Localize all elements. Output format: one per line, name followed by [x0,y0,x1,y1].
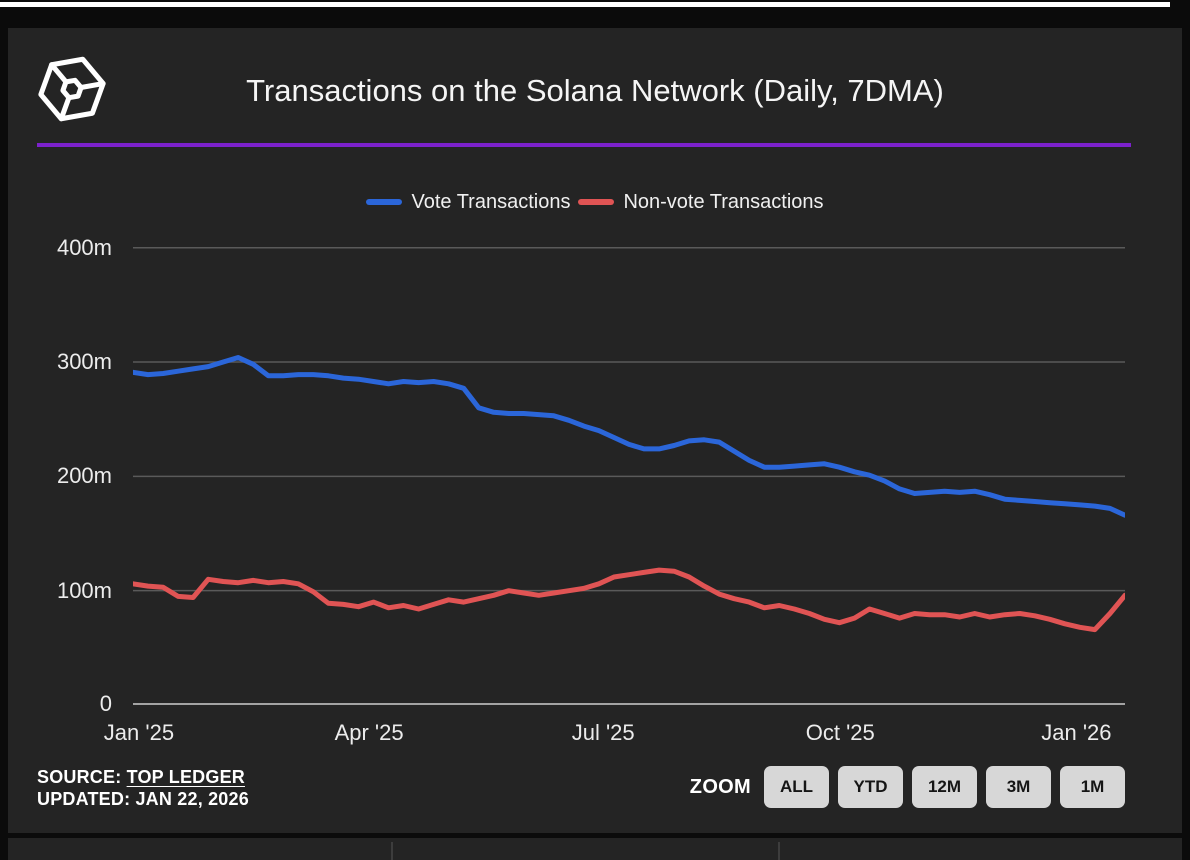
x-axis-labels: Jan '25 Apr '25 Jul '25 Oct '25 Jan '26 [8,720,1182,750]
title-divider [37,143,1131,147]
strip-divider [778,842,780,860]
zoom-label: ZOOM [689,775,751,798]
source-block: SOURCE: TOP LEDGER UPDATED: JAN 22, 2026 [37,766,249,810]
strip-divider [391,842,393,860]
y-tick-label: 300m [56,349,112,375]
source-link[interactable]: TOP LEDGER [126,767,245,787]
top-rule [0,2,1170,7]
y-tick-label: 400m [56,234,112,260]
legend-item-vote-transactions[interactable]: Vote Transactions [366,191,570,214]
zoom-controls: ZOOM ALL YTD 12M 3M 1M [690,766,1125,808]
stats-strip-partial [8,838,1182,860]
series-line-vote-transactions[interactable] [133,355,1125,518]
legend-label: Non-vote Transactions [623,190,824,213]
chart-legend: Vote Transactions Non-vote Transactions [8,188,1182,216]
series-line-non-vote-transactions[interactable] [133,567,1125,633]
x-tick-label: Jan '26 [1041,720,1112,745]
y-tick-label: 100m [56,577,112,603]
zoom-button-all[interactable]: ALL [764,766,829,808]
source-label: SOURCE: [37,767,122,787]
zoom-button-12m[interactable]: 12M [912,766,977,808]
legend-item-nonvote-transactions[interactable]: Non-vote Transactions [578,190,824,214]
page-title: Transactions on the Solana Network (Dail… [246,73,944,108]
x-tick-label: Jul '25 [571,720,635,745]
zoom-button-1m[interactable]: 1M [1060,766,1125,808]
x-tick-label: Apr '25 [334,720,404,745]
zoom-button-ytd[interactable]: YTD [838,766,903,808]
legend-label: Vote Transactions [411,190,571,213]
plot-area[interactable] [133,202,1125,705]
x-tick-label: Jan '25 [103,720,175,745]
updated-text: UPDATED: JAN 22, 2026 [37,789,249,809]
top-ledger-logo-icon [38,56,106,122]
vote-series-swatch-icon [366,199,403,205]
zoom-button-3m[interactable]: 3M [986,766,1051,808]
y-axis-labels: 0 100m 200m 300m 400m [8,28,112,833]
y-tick-label: 0 [99,691,112,716]
y-tick-label: 200m [56,463,112,489]
x-tick-label: Oct '25 [805,720,875,745]
nonvote-series-swatch-icon [578,199,615,205]
chart-panel: Transactions on the Solana Network (Dail… [8,28,1182,833]
